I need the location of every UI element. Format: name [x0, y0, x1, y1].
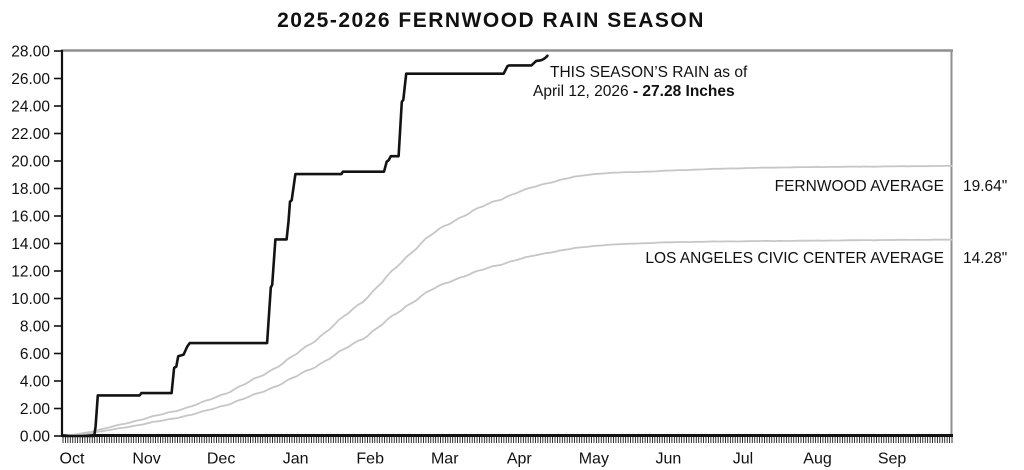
y-axis-tick-label: 14.00: [11, 236, 50, 253]
month-label: Aug: [803, 451, 831, 468]
this-season-line: [61, 54, 549, 438]
month-label: Sep: [878, 451, 907, 468]
chart-title: 2025-2026 FERNWOOD RAIN SEASON: [277, 9, 705, 32]
y-axis-tick-label: 10.00: [11, 291, 50, 308]
month-label: Apr: [507, 451, 533, 468]
fernwood-average-label: FERNWOOD AVERAGE: [775, 178, 944, 195]
annotation-line2: April 12, 2026 - 27.28 Inches: [533, 83, 735, 100]
y-axis-tick-label: 12.00: [11, 264, 50, 281]
month-label: Jun: [656, 451, 682, 468]
y-axis: 0.00 2.00 4.00 6.00 8.00 10.00 12.00 14.00 16.00…: [11, 44, 62, 446]
month-label: Dec: [207, 451, 235, 468]
y-axis-tick-label: 28.00: [11, 44, 50, 61]
month-label: Jan: [283, 451, 309, 468]
annotation-date: April 12, 2026: [533, 83, 633, 100]
y-axis-tick-label: 22.00: [11, 126, 50, 143]
fernwood-average-value: 19.64": [963, 178, 1007, 195]
y-axis-tick-label: 4.00: [20, 374, 51, 391]
y-axis-tick-label: 8.00: [20, 319, 51, 336]
y-axis-tick-label: 2.00: [20, 401, 51, 418]
y-axis-tick-label: 18.00: [11, 181, 50, 198]
fernwood-average-line: [62, 165, 953, 437]
la-civic-center-average-value: 14.28": [963, 250, 1007, 267]
month-label: Jul: [733, 451, 753, 468]
la-civic-center-average-label: LOS ANGELES CIVIC CENTER AVERAGE: [645, 250, 944, 267]
la-civic-center-average-line: [62, 238, 953, 437]
month-label: May: [579, 451, 609, 468]
month-label: Feb: [356, 451, 384, 468]
annotation-line1: THIS SEASON’S RAIN as of: [550, 64, 748, 81]
y-axis-tick-label: 16.00: [11, 209, 50, 226]
y-axis-tick-label: 0.00: [20, 429, 51, 446]
y-axis-tick-label: 20.00: [11, 154, 50, 171]
y-axis-tick-label: 6.00: [20, 346, 51, 363]
x-axis: Oct Nov Dec Jan Feb Mar Apr May Jun Jul Aug Sep: [60, 437, 953, 468]
annotation-total: - 27.28 Inches: [633, 83, 735, 100]
month-label: Nov: [132, 451, 160, 468]
y-axis-tick-label: 26.00: [11, 71, 50, 88]
y-axis-tick-label: 24.00: [11, 99, 50, 116]
plot-frame: [60, 49, 953, 437]
month-label: Oct: [60, 451, 85, 468]
month-label: Mar: [431, 451, 459, 468]
